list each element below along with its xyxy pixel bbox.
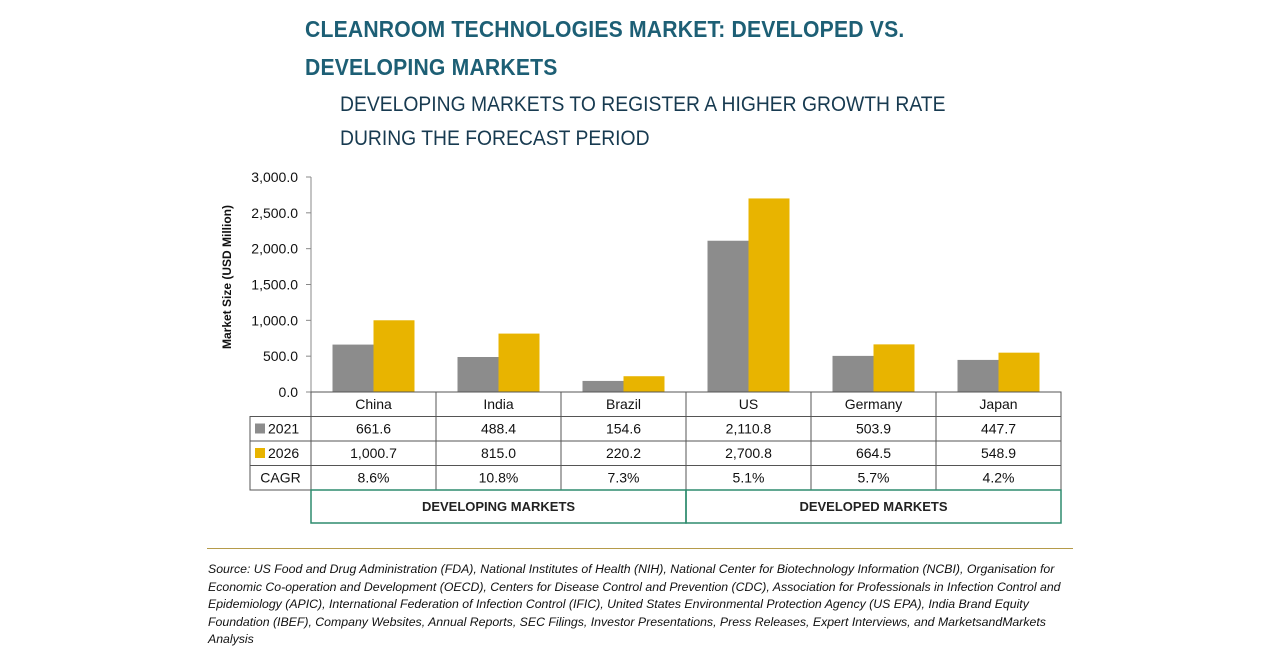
bar-chart: Market Size (USD Million) 0.0 500.0 1,000.… — [220, 169, 1062, 524]
cagr-value: 10.8% — [479, 470, 519, 486]
category-label: Brazil — [606, 396, 641, 412]
market-group-box — [685, 489, 1062, 524]
bar-2021-india — [457, 356, 499, 392]
bar-2026-china — [373, 320, 415, 392]
source-divider — [207, 548, 1073, 549]
bar-2026-india — [498, 333, 540, 392]
data-label-2026: 220.2 — [606, 445, 641, 461]
cagr-value: 5.1% — [733, 470, 765, 486]
chart-subtitle: DEVELOPING MARKETS TO REGISTER A HIGHER … — [340, 93, 946, 150]
chart-title: CLEANROOM TECHNOLOGIES MARKET: DEVELOPED… — [305, 16, 905, 80]
bar-2026-germany — [873, 344, 915, 392]
bar-2026-brazil — [623, 376, 665, 392]
data-label-2026: 815.0 — [481, 445, 516, 461]
legend-swatch-2026 — [255, 448, 265, 458]
category-label: India — [483, 396, 514, 412]
category-label: Japan — [979, 396, 1017, 412]
bar-2026-us — [748, 198, 790, 392]
bar-2021-japan — [957, 359, 999, 392]
legend-label-2021: 2021 — [268, 421, 299, 437]
y-tick-label: 1,000.0 — [251, 312, 298, 328]
y-tick-label: 0.0 — [279, 384, 299, 400]
bar-2021-germany — [832, 355, 874, 392]
y-axis-label: Market Size (USD Million) — [220, 205, 234, 349]
data-label-2021: 2,110.8 — [726, 421, 772, 437]
data-label-2021: 154.6 — [606, 421, 641, 437]
source-note: Source: US Food and Drug Administration … — [208, 562, 1061, 647]
cagr-value: 8.6% — [358, 470, 390, 486]
cagr-value: 4.2% — [983, 470, 1015, 486]
data-label-2021: 661.6 — [356, 421, 391, 437]
cagr-value: 7.3% — [608, 470, 640, 486]
category-label: US — [739, 396, 758, 412]
bar-2021-brazil — [582, 380, 624, 392]
y-tick-label: 500.0 — [263, 348, 298, 364]
bar-2026-japan — [998, 352, 1040, 392]
data-label-2026: 664.5 — [856, 445, 891, 461]
data-label-2026: 1,000.7 — [350, 445, 397, 461]
data-label-2021: 503.9 — [856, 421, 891, 437]
legend-label-2026: 2026 — [268, 445, 299, 461]
bar-2021-us — [707, 240, 749, 392]
y-tick-label: 2,000.0 — [251, 241, 298, 257]
bar-2021-china — [332, 344, 374, 392]
legend-swatch-2021 — [255, 423, 265, 434]
category-label: China — [355, 396, 392, 412]
market-group-label: DEVELOPED MARKETS — [799, 499, 947, 514]
data-label-2021: 447.7 — [981, 421, 1016, 437]
data-label-2026: 2,700.8 — [725, 445, 772, 461]
category-label: Germany — [845, 396, 903, 412]
data-label-2021: 488.4 — [481, 421, 516, 437]
y-tick-label: 2,500.0 — [251, 205, 298, 221]
cagr-value: 5.7% — [858, 470, 890, 486]
market-group-label: DEVELOPING MARKETS — [422, 499, 575, 514]
cagr-row-label: CAGR — [260, 470, 300, 486]
data-label-2026: 548.9 — [981, 445, 1016, 461]
y-tick-label: 3,000.0 — [251, 169, 298, 185]
y-tick-label: 1,500.0 — [251, 277, 298, 293]
